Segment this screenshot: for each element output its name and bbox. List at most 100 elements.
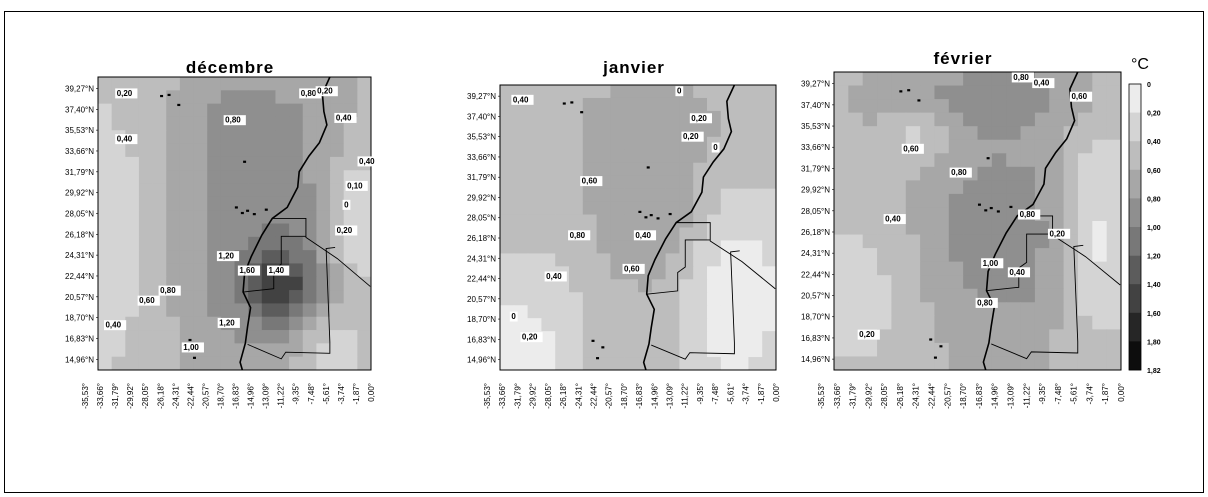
- grid-cell: [289, 276, 304, 291]
- grid-cell: [1006, 153, 1022, 168]
- lon-tick-label: -31,79°: [513, 383, 522, 409]
- grid-cell: [527, 136, 542, 151]
- grid-cell: [963, 356, 978, 371]
- grid-cell: [152, 343, 167, 358]
- island-mark: [591, 339, 595, 342]
- island-mark: [240, 211, 244, 215]
- grid-cell: [610, 123, 625, 138]
- map-panel-0: décembre 39,27°N 37,40°N 35,53°N 33,66°N 31,7…: [65, 58, 380, 409]
- grid-cell: [905, 342, 921, 357]
- grid-cell: [977, 153, 993, 168]
- grid-cell: [111, 276, 126, 291]
- grid-cell: [1049, 166, 1065, 181]
- grid-cell: [330, 263, 345, 278]
- grid-cell: [1020, 166, 1036, 181]
- contour-label: 1,20: [219, 318, 235, 327]
- grid-cell: [275, 130, 290, 145]
- grid-cell: [193, 196, 208, 211]
- grid-cell: [513, 123, 529, 138]
- grid-cell: [610, 266, 625, 280]
- grid-cell: [665, 214, 680, 228]
- grid-cell: [734, 175, 749, 190]
- grid-cell: [610, 201, 625, 216]
- grid-cell: [834, 193, 849, 208]
- grid-cell: [316, 170, 331, 185]
- grid-cell: [734, 266, 749, 280]
- lon-tick-label: -11,22°: [681, 383, 690, 408]
- grid-cell: [1020, 342, 1036, 357]
- grid-cell: [316, 116, 331, 131]
- grid-cell: [513, 136, 529, 151]
- lon-tick-label: -18,70°: [216, 383, 225, 409]
- contour-label: 0,60: [624, 264, 640, 273]
- grid-cell: [693, 85, 708, 99]
- grid-cell: [138, 276, 154, 291]
- contour-label: 0,20: [522, 333, 538, 342]
- grid-cell: [1063, 288, 1079, 303]
- grid-cell: [234, 143, 249, 158]
- grid-cell: [891, 275, 907, 290]
- grid-cell: [720, 331, 736, 345]
- grid-cell: [275, 77, 290, 91]
- grid-cell: [330, 276, 345, 291]
- grid-cell: [1034, 99, 1050, 114]
- grid-cell: [193, 223, 208, 238]
- grid-cell: [693, 305, 708, 319]
- grid-cell: [991, 221, 1007, 236]
- grid-cell: [98, 116, 113, 131]
- grid-cell: [541, 279, 556, 293]
- grid-cell: [707, 85, 722, 99]
- grid-cell: [152, 156, 167, 171]
- grid-cell: [111, 143, 126, 158]
- map-border: [97, 76, 372, 371]
- grid-cell: [234, 77, 249, 91]
- legend-swatch: [1129, 141, 1141, 171]
- grid-cell: [166, 116, 181, 131]
- grid-cell: [762, 279, 777, 293]
- grid-cell: [582, 136, 598, 151]
- grid-cell: [963, 315, 978, 330]
- grid-cell: [316, 290, 331, 304]
- grid-cell: [1049, 207, 1065, 222]
- grid-cell: [1006, 356, 1022, 371]
- grid-cell: [330, 170, 345, 185]
- grid-cell: [948, 261, 964, 276]
- grid-cell: [1034, 302, 1050, 317]
- grid-cell: [302, 170, 317, 185]
- grid-cell: [1049, 261, 1065, 276]
- grid-cell: [734, 253, 749, 267]
- grid-cell: [720, 357, 736, 371]
- island-mark: [646, 166, 650, 169]
- grid-cell: [302, 183, 317, 198]
- contour-label-box: [1007, 267, 1031, 278]
- grid-cell: [1077, 234, 1093, 249]
- grid-cell: [275, 143, 290, 158]
- grid-cell: [624, 149, 639, 164]
- legend-label: 1,20: [1147, 254, 1161, 261]
- lon-tick-label: -1,87°: [352, 383, 361, 404]
- grid-cell: [934, 112, 950, 127]
- grid-cell: [762, 266, 777, 280]
- grid-cell: [638, 305, 653, 319]
- grid-cell: [862, 72, 878, 87]
- grid-cell: [248, 290, 263, 304]
- lat-tick-label: 22,44°N: [65, 272, 94, 281]
- grid-cell: [316, 263, 331, 278]
- border-line: [247, 247, 336, 360]
- grid-cell: [166, 263, 181, 278]
- grid-cell: [877, 99, 892, 114]
- grid-cell: [624, 85, 639, 99]
- grid-cell: [1077, 166, 1093, 181]
- lat-tick-label: 20,57°N: [65, 293, 94, 302]
- grid-cell: [1006, 85, 1022, 100]
- grid-cell: [541, 292, 556, 306]
- legend-label: 1,40: [1147, 282, 1161, 289]
- grid-cell: [193, 170, 208, 185]
- grid-cell: [261, 210, 276, 224]
- grid-cell: [1106, 261, 1122, 276]
- grid-cell: [748, 331, 763, 345]
- grid-cell: [948, 193, 964, 208]
- grid-cell: [920, 261, 935, 276]
- grid-cell: [834, 342, 849, 357]
